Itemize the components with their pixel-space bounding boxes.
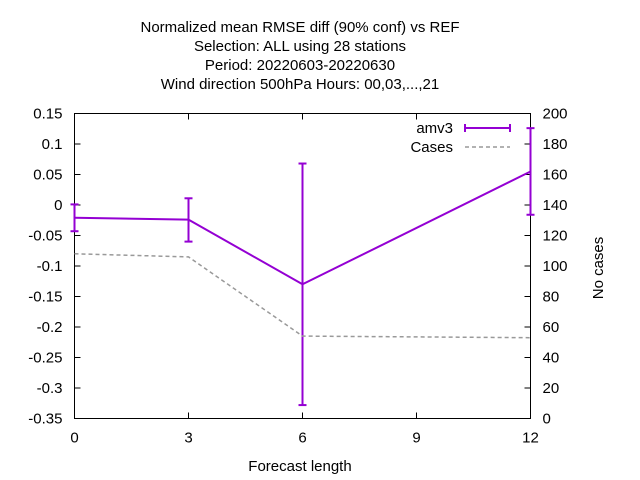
y2-tick-label: 200: [543, 106, 568, 123]
y2-axis-label: No cases: [590, 237, 607, 300]
y2-tick-label: 120: [543, 228, 568, 245]
y-tick-label: -0.05: [28, 228, 62, 245]
legend-label-cases: Cases: [410, 139, 453, 156]
x-axis-label: Forecast length: [248, 458, 351, 475]
title-line-2: Selection: ALL using 28 stations: [194, 38, 406, 55]
y-tick-label: -0.15: [28, 289, 62, 306]
y2-tick-label: 100: [543, 258, 568, 275]
y2-tick-label: 40: [543, 350, 560, 367]
y-tick-label: -0.25: [28, 350, 62, 367]
y2-tick-label: 20: [543, 380, 560, 397]
series-layer: [70, 127, 535, 407]
series-line-amv3: [74, 170, 531, 286]
y-tick-label: 0.05: [33, 167, 62, 184]
x-tick-label: 6: [298, 430, 306, 447]
y-axis-left: 0.15 0.1 0.05 0 -0.05 -0.1 -0.15 -0.2 -0.25 -0.3 -…: [28, 106, 81, 428]
y2-tick-label: 180: [543, 136, 568, 153]
x-tick-label: 12: [522, 430, 539, 447]
y2-tick-label: 80: [543, 289, 560, 306]
title-line-1: Normalized mean RMSE diff (90% conf) vs …: [141, 19, 460, 36]
y-tick-label: -0.35: [28, 411, 62, 428]
x-axis: 0 3 6 9 12: [70, 113, 539, 447]
y2-tick-label: 140: [543, 197, 568, 214]
title-line-4: Wind direction 500hPa Hours: 00,03,...,2…: [161, 76, 440, 93]
y-tick-label: 0: [54, 197, 62, 214]
y2-tick-label: 0: [543, 411, 551, 428]
legend-label-amv3: amv3: [416, 120, 453, 137]
y-tick-label: 0.1: [42, 136, 63, 153]
y2-tick-label: 60: [543, 319, 560, 336]
y-tick-label: -0.2: [37, 319, 63, 336]
legend: amv3 Cases: [410, 120, 511, 156]
title-line-3: Period: 20220603-20220630: [205, 57, 395, 74]
x-tick-label: 9: [412, 430, 420, 447]
chart-title: Normalized mean RMSE diff (90% conf) vs …: [141, 19, 460, 93]
x-tick-label: 0: [70, 430, 78, 447]
series-line-cases: [74, 253, 531, 339]
y2-tick-label: 160: [543, 167, 568, 184]
y-tick-label: 0.15: [33, 106, 62, 123]
y-tick-label: -0.1: [37, 258, 63, 275]
x-tick-label: 3: [184, 430, 192, 447]
y-tick-label: -0.3: [37, 380, 63, 397]
